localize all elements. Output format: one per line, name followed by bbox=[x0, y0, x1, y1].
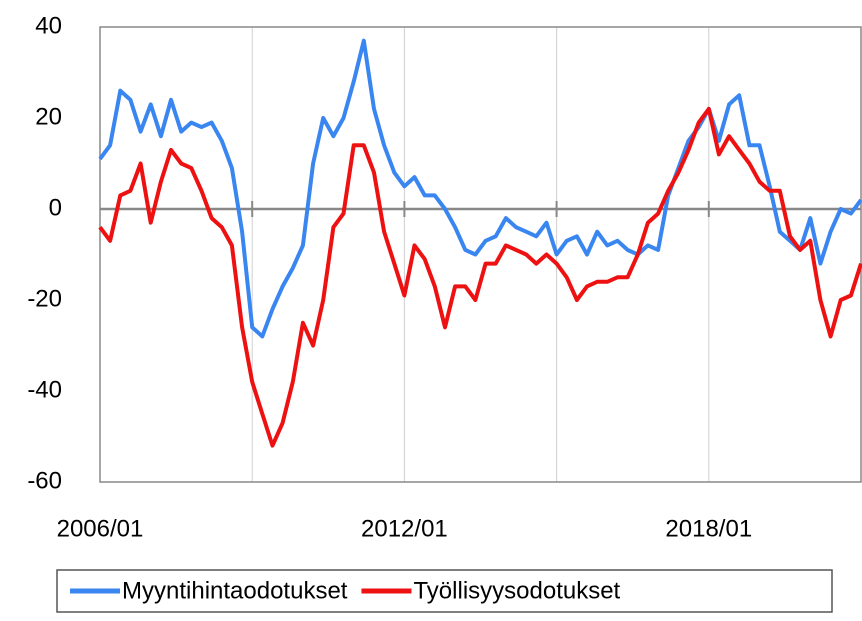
y-tick-label: -20 bbox=[27, 285, 62, 312]
x-tick-label: 2018/01 bbox=[665, 515, 752, 542]
series-line bbox=[98, 38, 862, 339]
plot-border bbox=[99, 26, 862, 483]
y-tick-label: 20 bbox=[35, 103, 62, 130]
series-line bbox=[98, 106, 862, 448]
y-tick-label: -60 bbox=[27, 467, 62, 494]
legend-box bbox=[56, 569, 833, 613]
x-tick-label: 2006/01 bbox=[57, 515, 144, 542]
y-tick-label: 0 bbox=[49, 194, 62, 221]
y-tick-label: 40 bbox=[35, 12, 62, 39]
legend-label: Työllisyysodotukset bbox=[413, 577, 620, 604]
y-tick-label: -40 bbox=[27, 376, 62, 403]
x-tick-label: 2012/01 bbox=[361, 515, 448, 542]
legend-label: Myyntihintaodotukset bbox=[122, 577, 348, 604]
